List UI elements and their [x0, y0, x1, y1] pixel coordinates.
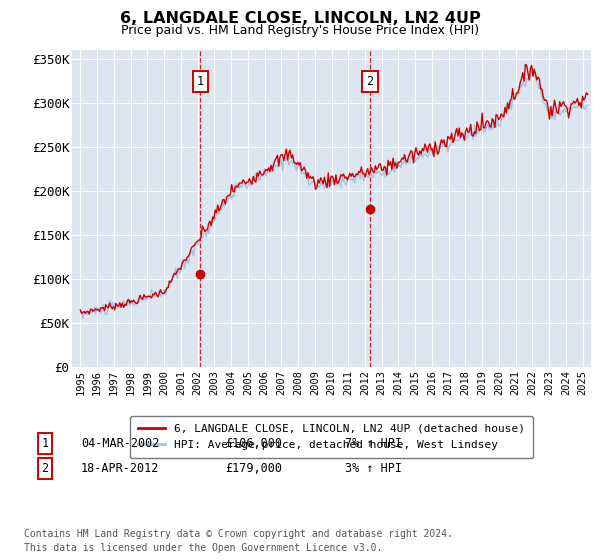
Text: 3% ↑ HPI: 3% ↑ HPI — [345, 462, 402, 475]
Text: 7% ↑ HPI: 7% ↑ HPI — [345, 437, 402, 450]
Text: 1: 1 — [197, 74, 204, 88]
Text: £179,000: £179,000 — [225, 462, 282, 475]
Text: 1: 1 — [41, 437, 49, 450]
Text: Contains HM Land Registry data © Crown copyright and database right 2024.
This d: Contains HM Land Registry data © Crown c… — [24, 529, 453, 553]
Text: 18-APR-2012: 18-APR-2012 — [81, 462, 160, 475]
Text: £106,000: £106,000 — [225, 437, 282, 450]
Text: 2: 2 — [41, 462, 49, 475]
Text: Price paid vs. HM Land Registry's House Price Index (HPI): Price paid vs. HM Land Registry's House … — [121, 24, 479, 36]
Text: 2: 2 — [366, 74, 373, 88]
Legend: 6, LANGDALE CLOSE, LINCOLN, LN2 4UP (detached house), HPI: Average price, detach: 6, LANGDALE CLOSE, LINCOLN, LN2 4UP (det… — [130, 416, 533, 458]
Text: 6, LANGDALE CLOSE, LINCOLN, LN2 4UP: 6, LANGDALE CLOSE, LINCOLN, LN2 4UP — [119, 11, 481, 26]
Text: 04-MAR-2002: 04-MAR-2002 — [81, 437, 160, 450]
